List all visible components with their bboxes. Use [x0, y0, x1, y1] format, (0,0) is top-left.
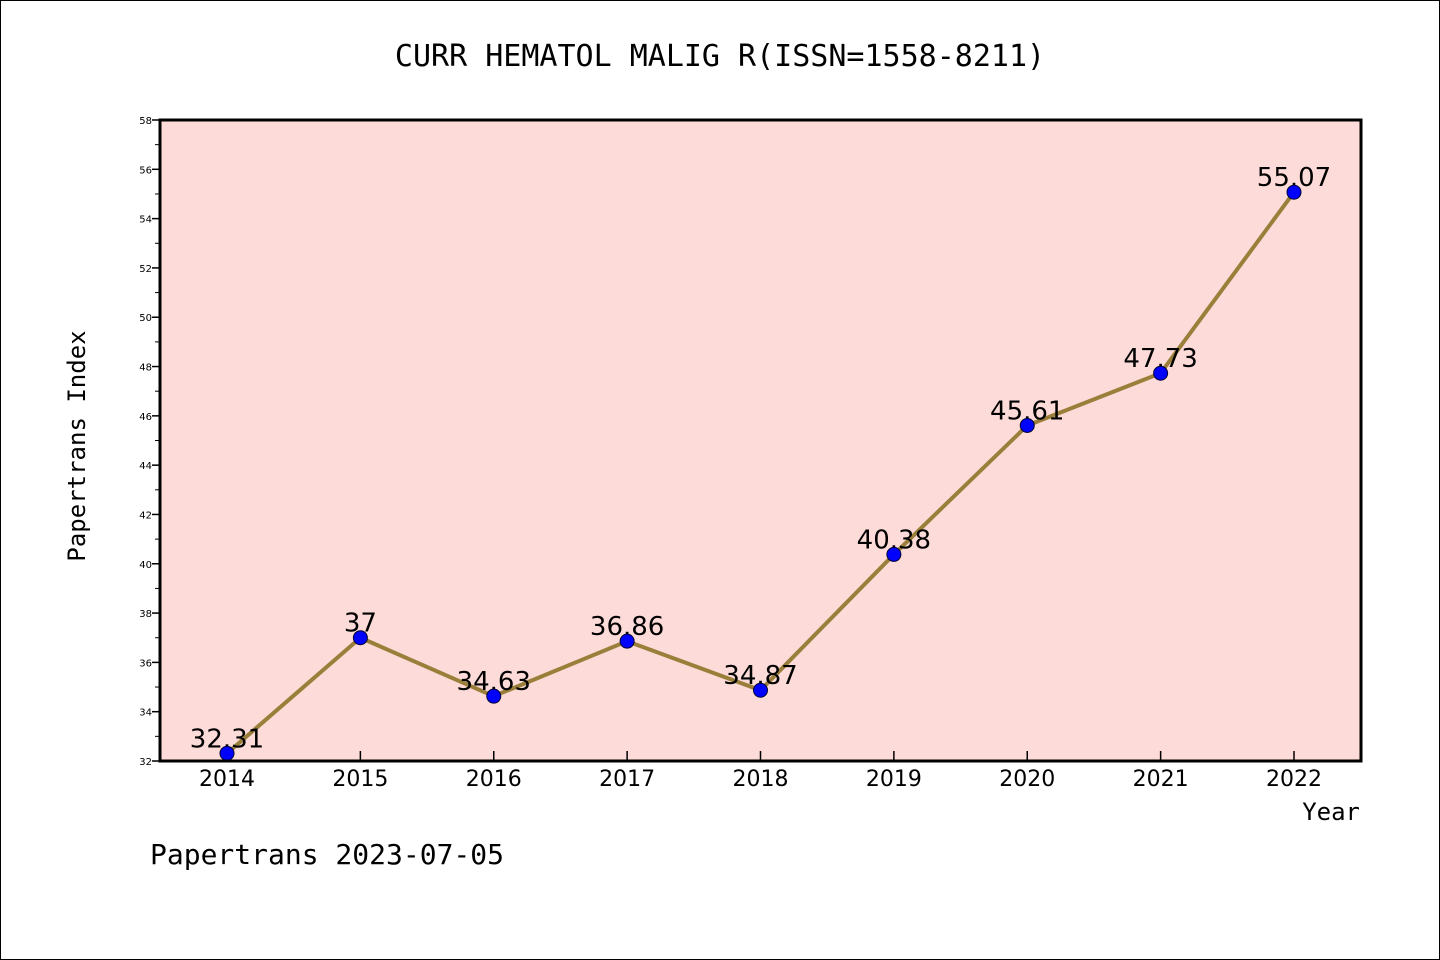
- data-point: [619, 633, 635, 649]
- y-tick-label: 38: [139, 609, 152, 620]
- data-point: [1286, 184, 1302, 200]
- footer-text: Papertrans 2023-07-05: [150, 838, 504, 871]
- y-axis: 32 34 36 38 40 42 44 46 48 50 52 54 56 58: [139, 116, 160, 768]
- data-point: [219, 745, 235, 761]
- x-axis: 2014 2015 2016 2017 2018 2019 2020 2021 2022: [199, 751, 1322, 792]
- x-tick-label: 2014: [199, 767, 255, 792]
- y-tick-label: 42: [139, 510, 152, 521]
- y-tick-label: 56: [139, 165, 152, 176]
- data-point: [352, 630, 368, 646]
- plot-area: [160, 120, 1361, 761]
- plot-border: [158, 118, 1363, 763]
- x-tick-label: 2019: [866, 767, 922, 792]
- x-tick-label: 2017: [599, 767, 655, 792]
- y-tick-label: 44: [139, 461, 152, 472]
- x-tick-label: 2021: [1133, 767, 1189, 792]
- x-tick-label: 2018: [733, 767, 789, 792]
- x-axis-label: Year: [1302, 798, 1360, 826]
- y-tick-label: 40: [139, 560, 152, 571]
- y-tick-label: 34: [139, 708, 152, 719]
- x-tick-label: 2022: [1266, 767, 1322, 792]
- y-tick-label: 32: [139, 757, 152, 768]
- data-points: [219, 184, 1302, 761]
- y-tick-label: 48: [139, 363, 152, 374]
- data-labels: 32.313734.6336.8634.8740.3845.6147.7355.…: [190, 163, 1331, 754]
- x-tick-label: 2020: [999, 767, 1055, 792]
- y-tick-label: 58: [139, 116, 152, 127]
- x-tick-label: 2016: [466, 767, 522, 792]
- data-point: [486, 688, 502, 704]
- x-tick-label: 2015: [332, 767, 388, 792]
- chart-title: CURR HEMATOL MALIG R(ISSN=1558-8211): [395, 39, 1045, 74]
- data-point: [886, 546, 902, 562]
- data-point: [1153, 365, 1169, 381]
- y-tick-label: 54: [139, 215, 152, 226]
- y-tick-label: 36: [139, 658, 152, 669]
- data-point: [753, 682, 768, 698]
- y-tick-label: 52: [139, 264, 152, 275]
- y-tick-label: 46: [139, 412, 152, 423]
- y-axis-label: Papertrans Index: [63, 330, 91, 561]
- data-point: [1019, 417, 1035, 433]
- y-tick-label: 50: [139, 313, 152, 324]
